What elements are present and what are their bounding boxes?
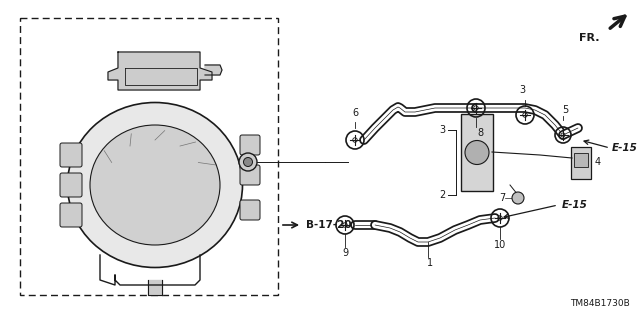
Bar bbox=[20, 18, 278, 295]
Text: 1: 1 bbox=[427, 258, 433, 268]
Circle shape bbox=[465, 140, 489, 165]
Text: E-15: E-15 bbox=[562, 200, 588, 210]
Text: 3: 3 bbox=[439, 125, 445, 135]
FancyBboxPatch shape bbox=[240, 135, 260, 155]
Polygon shape bbox=[108, 52, 212, 90]
Text: 7: 7 bbox=[499, 193, 505, 203]
Circle shape bbox=[239, 153, 257, 171]
Text: 4: 4 bbox=[595, 157, 601, 167]
FancyBboxPatch shape bbox=[60, 143, 82, 167]
Ellipse shape bbox=[67, 102, 243, 268]
FancyBboxPatch shape bbox=[60, 203, 82, 227]
Ellipse shape bbox=[90, 125, 220, 245]
FancyBboxPatch shape bbox=[571, 147, 591, 179]
Circle shape bbox=[243, 158, 253, 167]
Text: 6: 6 bbox=[352, 108, 358, 118]
FancyBboxPatch shape bbox=[240, 200, 260, 220]
Text: B-17-20: B-17-20 bbox=[306, 220, 351, 230]
Text: 10: 10 bbox=[494, 240, 506, 250]
Text: 5: 5 bbox=[562, 105, 568, 115]
FancyBboxPatch shape bbox=[461, 114, 493, 191]
Text: 9: 9 bbox=[342, 248, 348, 258]
Circle shape bbox=[512, 192, 524, 204]
Text: 2: 2 bbox=[439, 190, 445, 200]
Text: TM84B1730B: TM84B1730B bbox=[570, 299, 630, 308]
FancyBboxPatch shape bbox=[60, 173, 82, 197]
Text: E-15: E-15 bbox=[612, 143, 638, 153]
Polygon shape bbox=[148, 280, 162, 295]
Text: 8: 8 bbox=[477, 128, 483, 138]
FancyBboxPatch shape bbox=[240, 165, 260, 185]
Text: FR.: FR. bbox=[579, 33, 600, 43]
Text: 3: 3 bbox=[519, 85, 525, 95]
Polygon shape bbox=[205, 65, 222, 75]
FancyBboxPatch shape bbox=[574, 153, 588, 167]
